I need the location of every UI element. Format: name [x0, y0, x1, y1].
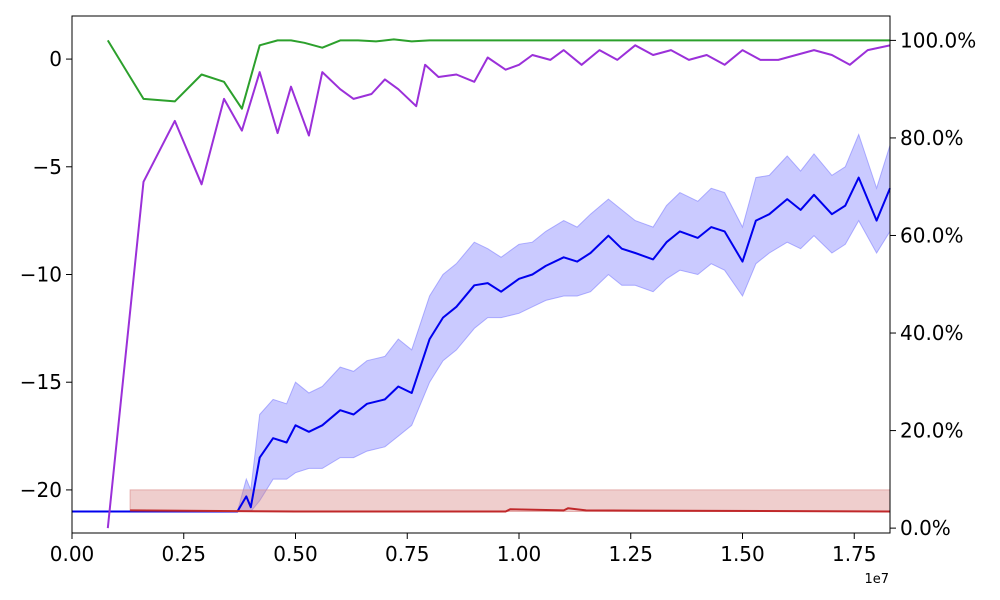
y-right-tick-label: 80.0%	[900, 126, 964, 150]
series-line-2	[106, 38, 890, 110]
y-right-tick-label: 20.0%	[900, 419, 964, 443]
x-tick-label: 1.00	[497, 542, 542, 566]
x-axis: 0.00 0.25 0.50 0.75 1.00 1.25 1.50 1.75	[50, 533, 877, 566]
x-tick-label: 1.50	[720, 542, 765, 566]
y-left-tick-label: −15	[20, 370, 62, 394]
series-line-1	[130, 507, 891, 513]
y-left-tick-label: −5	[33, 155, 62, 179]
y-axis-right: 0.0% 20.0% 40.0% 60.0% 80.0% 100.0%	[890, 28, 976, 540]
y-axis-left: 0 −5 −10 −15 −20	[20, 47, 72, 502]
x-tick-label: 0.00	[50, 542, 95, 566]
x-tick-label: 0.75	[385, 542, 430, 566]
y-right-tick-label: 40.0%	[900, 321, 964, 345]
y-left-tick-label: −20	[20, 478, 62, 502]
y-left-tick-label: −10	[20, 263, 62, 287]
y-right-tick-label: 0.0%	[900, 516, 951, 540]
x-offset-label: 1e7	[864, 572, 889, 587]
y-left-tick-label: 0	[49, 47, 62, 71]
y-right-tick-label: 60.0%	[900, 223, 964, 247]
x-tick-label: 1.25	[608, 542, 653, 566]
x-tick-label: 0.25	[161, 542, 206, 566]
series-line-3	[106, 44, 891, 529]
y-right-tick-label: 100.0%	[900, 28, 976, 52]
series-line-0	[72, 176, 891, 513]
x-tick-label: 0.50	[273, 542, 318, 566]
line-layer	[72, 38, 891, 529]
x-tick-label: 1.75	[832, 542, 877, 566]
